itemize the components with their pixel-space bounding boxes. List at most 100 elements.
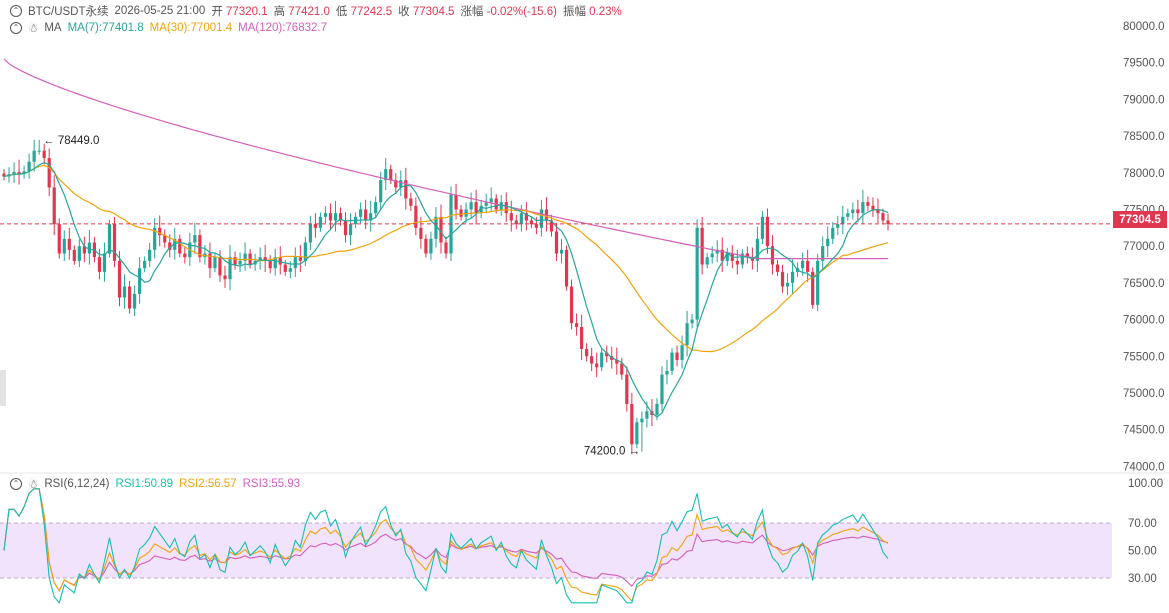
candle-body bbox=[424, 238, 428, 254]
candle-body bbox=[87, 242, 91, 254]
ma-legend: ⌃ ☃ MA MA(7):77401.8 MA(30):77001.4 MA(1… bbox=[10, 21, 327, 35]
candle-body bbox=[298, 257, 302, 261]
candle-body bbox=[434, 216, 438, 239]
ma7-value: MA(7):77401.8 bbox=[67, 22, 144, 34]
change-label: 涨幅 bbox=[460, 6, 484, 18]
y-axis-tick-label: 78000.0 bbox=[1123, 168, 1165, 180]
candle-body bbox=[454, 194, 458, 210]
candle-body bbox=[122, 286, 127, 298]
ma120-line bbox=[3, 58, 888, 260]
candle-body bbox=[806, 260, 810, 272]
candle-body bbox=[153, 227, 157, 250]
candle-body bbox=[107, 224, 112, 254]
candle-body bbox=[826, 238, 830, 247]
candle-body bbox=[374, 202, 378, 214]
candle-body bbox=[168, 242, 172, 250]
candle-body bbox=[148, 249, 152, 261]
y-axis-tick-label: 75000.0 bbox=[1123, 388, 1165, 400]
candle-body bbox=[514, 220, 518, 225]
candle-body bbox=[871, 205, 875, 210]
candle-body bbox=[831, 227, 835, 239]
candle-body bbox=[429, 238, 433, 254]
candle-body bbox=[811, 271, 815, 305]
candle-body bbox=[414, 205, 418, 228]
collapse-chevron-icon[interactable]: ⌃ bbox=[10, 5, 22, 17]
candle-body bbox=[258, 257, 262, 261]
candle-body bbox=[313, 224, 318, 228]
y-axis-tick-label: 79500.0 bbox=[1123, 58, 1165, 70]
candle-body bbox=[821, 246, 825, 261]
change-value: -0.02%(-15.6) bbox=[486, 6, 557, 18]
y-axis-tick-label: 76000.0 bbox=[1123, 315, 1165, 327]
panel-resize-handle[interactable] bbox=[0, 370, 6, 406]
candle-body bbox=[343, 220, 348, 236]
candle-body bbox=[479, 205, 483, 214]
candle-body bbox=[439, 216, 443, 243]
candle-body bbox=[524, 213, 528, 221]
candle-body bbox=[866, 202, 870, 206]
candle-body bbox=[539, 209, 544, 228]
candle-body bbox=[801, 260, 805, 269]
candle-body bbox=[690, 319, 694, 324]
candle-body bbox=[519, 213, 523, 225]
candle-body bbox=[790, 271, 795, 283]
ma30-value: MA(30):77001.4 bbox=[149, 22, 233, 34]
candle-body bbox=[836, 224, 840, 228]
candle-body bbox=[725, 253, 729, 261]
y-axis-tick-label: 79000.0 bbox=[1123, 94, 1165, 106]
candle-body bbox=[705, 257, 709, 265]
candle-body bbox=[12, 172, 16, 175]
candle-body bbox=[489, 198, 493, 203]
candle-body bbox=[469, 202, 473, 210]
candle-body bbox=[590, 356, 594, 364]
collapse-chevron-icon[interactable]: ⌃ bbox=[10, 478, 22, 490]
candle-body bbox=[760, 216, 765, 239]
low-value: 77242.5 bbox=[350, 6, 393, 18]
candle-body bbox=[615, 359, 619, 364]
candle-body bbox=[67, 238, 71, 250]
candle-body bbox=[369, 213, 373, 221]
candle-body bbox=[569, 286, 574, 324]
candle-body bbox=[574, 323, 579, 327]
candle-body bbox=[132, 293, 137, 309]
close-value: 77304.5 bbox=[412, 6, 455, 18]
ma30-line bbox=[3, 164, 889, 353]
candle-body bbox=[359, 209, 363, 217]
candle-body bbox=[509, 213, 513, 221]
candle-body bbox=[27, 161, 31, 172]
candle-body bbox=[635, 422, 639, 445]
candle-body bbox=[268, 260, 272, 269]
candle-body bbox=[886, 220, 890, 225]
candle-body bbox=[564, 249, 569, 287]
rsi2-line bbox=[3, 488, 889, 603]
candle-body bbox=[323, 213, 328, 217]
candle-body bbox=[680, 345, 684, 360]
candle-body bbox=[127, 286, 132, 309]
candle-body bbox=[715, 249, 719, 254]
collapse-chevron-icon[interactable]: ⌃ bbox=[10, 22, 22, 34]
candle-body bbox=[580, 326, 584, 349]
candle-body bbox=[409, 198, 413, 206]
bell-icon[interactable]: ☃ bbox=[28, 23, 39, 35]
candle-body bbox=[17, 172, 21, 174]
candle-body bbox=[273, 257, 277, 269]
candle-body bbox=[348, 224, 353, 236]
candle-body bbox=[308, 224, 312, 243]
candle-body bbox=[218, 257, 222, 276]
open-value: 77320.1 bbox=[226, 6, 268, 18]
candle-body bbox=[861, 202, 865, 214]
candle-body bbox=[846, 213, 850, 217]
symbol-label: BTC/USDT永续 bbox=[28, 6, 109, 18]
candle-body bbox=[42, 150, 46, 159]
rsi2-value: RSI2:56.57 bbox=[179, 478, 237, 490]
bell-icon[interactable]: ☃ bbox=[28, 479, 39, 491]
close-label: 收 bbox=[398, 6, 410, 18]
candle-body bbox=[735, 260, 739, 265]
rsi3-value: RSI3:55.93 bbox=[242, 478, 301, 490]
y-axis-tick-label: 74000.0 bbox=[1123, 461, 1165, 473]
candle-body bbox=[585, 348, 589, 357]
candle-body bbox=[605, 352, 609, 357]
candle-body bbox=[283, 264, 287, 272]
candle-body bbox=[740, 253, 744, 265]
